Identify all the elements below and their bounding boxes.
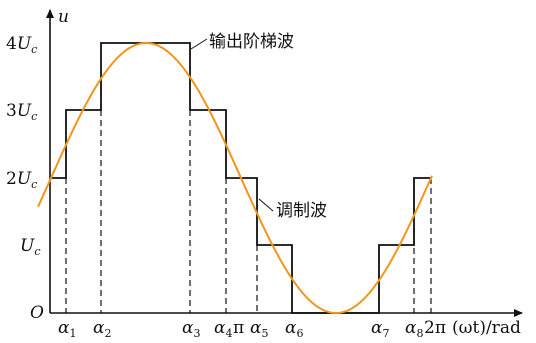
y-level-uc: Uc (20, 236, 41, 258)
x-tick-alpha4: α4 (214, 318, 232, 340)
x-tick-alpha8: α8 (405, 318, 423, 340)
y-level-2uc: 2Uc (6, 169, 37, 191)
staircase-callout-label: 输出阶梯波 (209, 32, 294, 52)
series-modulation-wave (37, 41, 433, 315)
staircase-callout-leader (190, 38, 208, 50)
y-level-3uc: 3Uc (6, 101, 37, 123)
x-tick-alpha5: α5 (250, 318, 268, 340)
modulation-callout-label: 调制波 (276, 201, 327, 221)
y-axis-symbol: u (58, 7, 69, 27)
x-tick-pi: π (233, 318, 244, 338)
origin-label: O (30, 303, 44, 323)
x-tick-alpha7: α7 (371, 318, 389, 340)
x-tick-alpha6: α6 (285, 318, 303, 340)
x-tick-alpha2: α2 (93, 318, 111, 340)
x-tick-alpha3: α3 (182, 318, 200, 340)
x-tick-2pi: 2π (424, 318, 446, 338)
x-axis-label: (ωt)/rad (452, 318, 521, 338)
x-tick-alpha1: α1 (58, 318, 76, 340)
y-level-4uc: 4Uc (6, 34, 37, 56)
modulation-callout-leader (258, 198, 274, 212)
